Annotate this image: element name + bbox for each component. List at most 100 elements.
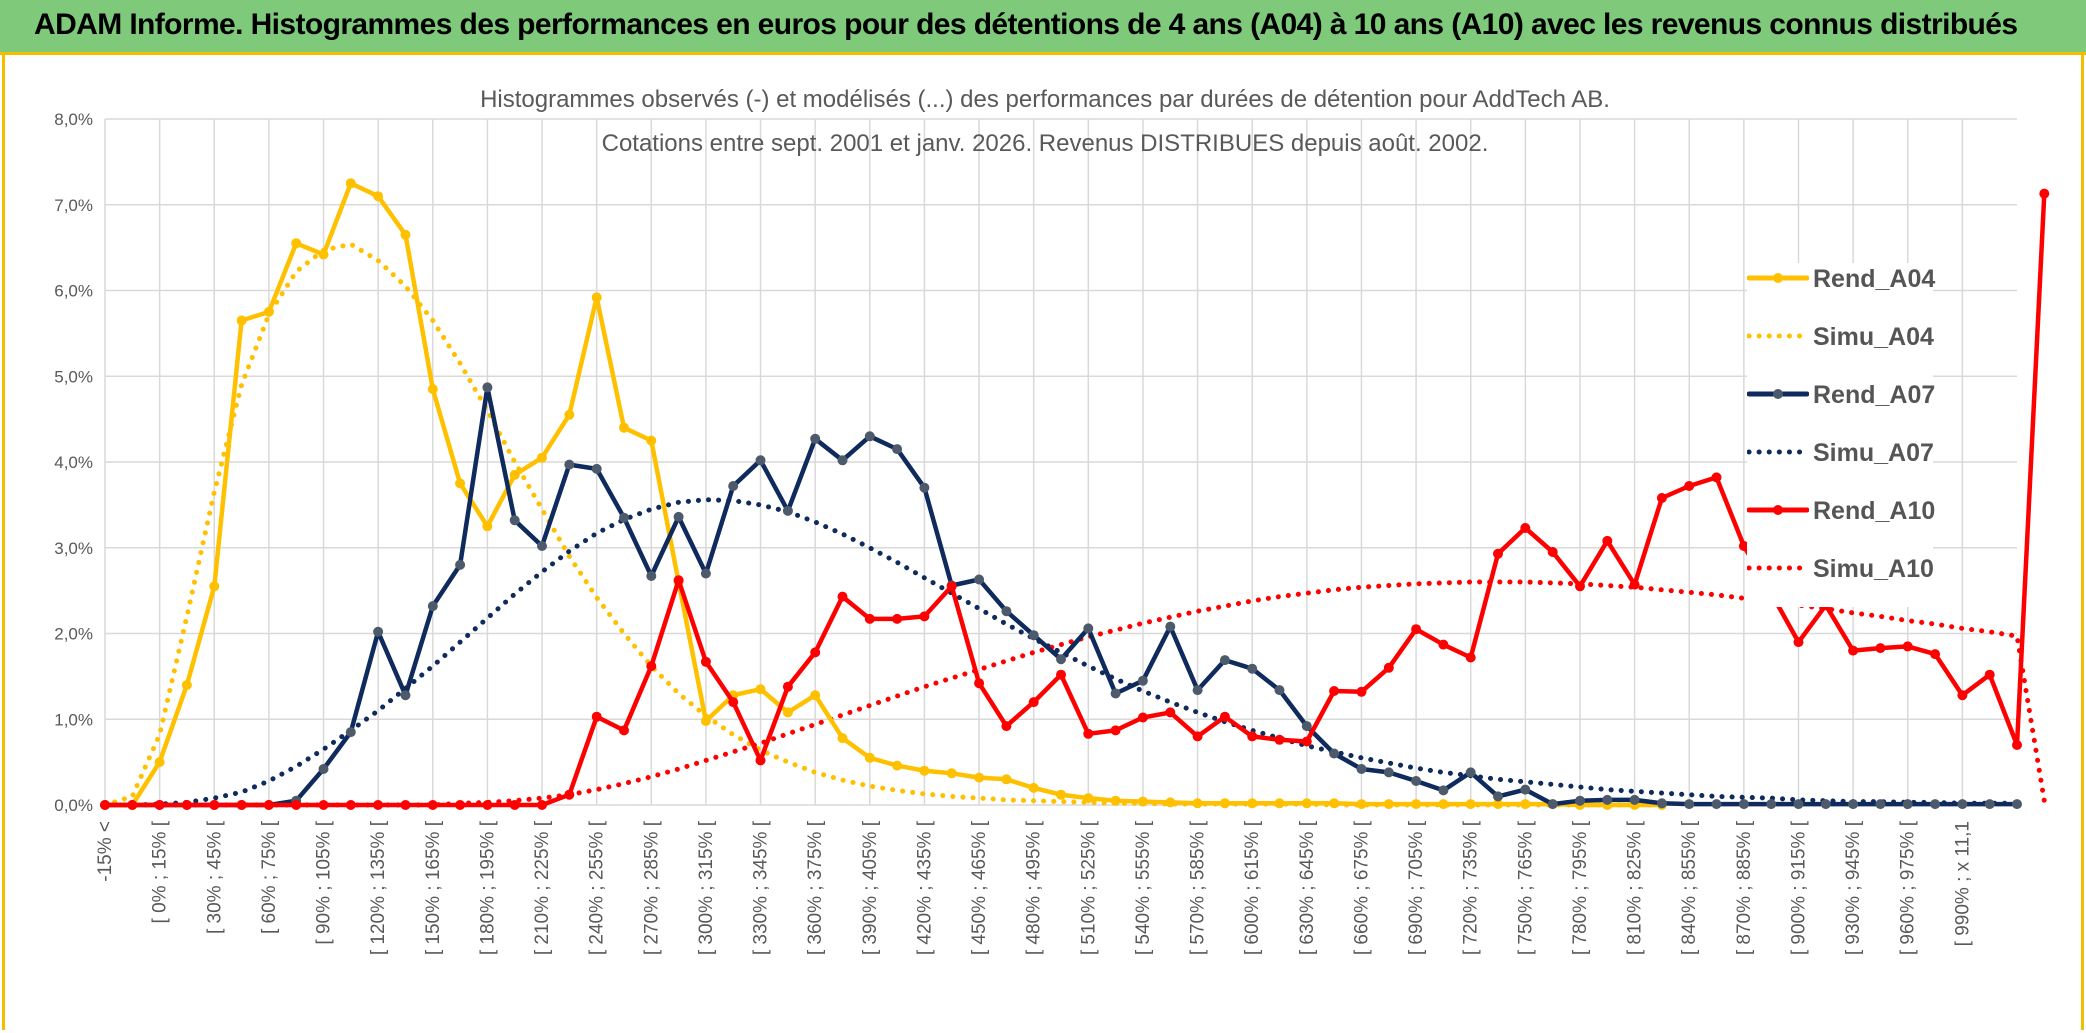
point-rend-a07: [1848, 799, 1859, 810]
point-rend-a10: [892, 613, 903, 624]
x-tick-label: [ 990% ; x 11,1: [1952, 821, 1973, 946]
point-rend-a04: [864, 752, 875, 763]
point-rend-a10: [1219, 711, 1230, 722]
point-rend-a10: [1848, 645, 1859, 656]
x-tick-label: [ 210% ; 225% [: [532, 820, 553, 955]
point-rend-a04: [181, 680, 192, 690]
point-rend-a10: [236, 800, 247, 810]
point-rend-a10: [2012, 740, 2022, 750]
point-rend-a10: [837, 591, 848, 602]
point-rend-a07: [1930, 799, 1941, 810]
chart-title: Histogrammes observés (-) et modélisés (…: [480, 86, 1610, 113]
point-rend-a10: [1192, 731, 1203, 742]
legend-label: Simu_A07: [1813, 439, 1934, 467]
point-rend-a10: [1547, 547, 1558, 557]
point-rend-a07: [673, 511, 684, 522]
point-rend-a10: [1465, 652, 1476, 663]
point-rend-a07: [810, 433, 821, 444]
y-tick-label: 2,0%: [54, 625, 93, 644]
y-tick-label: 8,0%: [54, 110, 93, 129]
point-rend-a04: [1520, 799, 1531, 810]
point-rend-a07: [1465, 767, 1476, 778]
point-rend-a07: [1001, 606, 1012, 617]
point-rend-a10: [646, 661, 657, 672]
point-rend-a04: [782, 707, 793, 718]
point-rend-a10: [1984, 669, 1995, 680]
point-rend-a04: [646, 435, 657, 446]
x-tick-label: [ 510% ; 525% [: [1078, 820, 1099, 955]
x-tick-label: [ 450% ; 465% [: [969, 820, 990, 955]
y-tick-label: 4,0%: [54, 453, 93, 472]
point-rend-a10: [1001, 721, 1012, 732]
point-rend-a10: [1793, 637, 1804, 648]
x-tick-label: [ 840% ; 855% [: [1679, 820, 1700, 955]
point-rend-a07: [755, 455, 766, 466]
point-rend-a07: [1738, 799, 1749, 810]
point-rend-a07: [700, 568, 711, 579]
point-rend-a07: [892, 444, 903, 455]
point-rend-a04: [1383, 799, 1394, 810]
point-rend-a10: [1356, 686, 1367, 697]
point-rend-a07: [1875, 799, 1886, 810]
point-rend-a10: [154, 800, 165, 810]
point-rend-a07: [1383, 767, 1394, 778]
point-rend-a07: [919, 482, 930, 493]
x-tick-label: [ 480% ; 495% [: [1024, 820, 1045, 955]
point-rend-a10: [974, 678, 985, 689]
point-rend-a07: [837, 455, 848, 466]
point-rend-a04: [1356, 799, 1367, 810]
x-tick-label: [ 240% ; 255% [: [587, 820, 608, 955]
y-tick-label: 5,0%: [54, 367, 93, 386]
point-rend-a07: [564, 459, 575, 470]
y-tick-label: 0,0%: [54, 796, 93, 815]
point-rend-a10: [509, 800, 520, 810]
point-rend-a07: [646, 571, 657, 581]
point-rend-a10: [864, 613, 875, 624]
legend-item: Rend_A04: [1747, 263, 1936, 293]
legend-marker: [1773, 389, 1783, 399]
point-rend-a04: [318, 249, 329, 260]
legend-swatch: [1747, 565, 1809, 571]
point-rend-a07: [1083, 623, 1094, 634]
point-rend-a07: [1629, 794, 1640, 805]
point-rend-a07: [1575, 795, 1585, 806]
point-rend-a10: [373, 800, 384, 810]
point-rend-a10: [127, 800, 138, 810]
point-rend-a10: [1056, 669, 1066, 680]
point-rend-a10: [1274, 734, 1285, 745]
point-rend-a10: [1438, 639, 1449, 650]
point-rend-a07: [1137, 675, 1148, 686]
point-rend-a07: [974, 574, 985, 585]
point-rend-a07: [1274, 685, 1285, 696]
point-rend-a07: [864, 431, 875, 442]
legend-swatch: [1747, 333, 1809, 339]
legend-item: Simu_A07: [1747, 437, 1934, 467]
x-tick-label: [ 30% ; 45% [: [204, 820, 225, 934]
point-rend-a10: [482, 800, 493, 810]
point-rend-a04: [1493, 799, 1503, 810]
point-rend-a10: [1602, 535, 1613, 546]
point-rend-a10: [181, 800, 192, 810]
legend-label: Rend_A04: [1813, 265, 1936, 293]
point-rend-a07: [1356, 764, 1367, 774]
x-tick-label: [ 150% ; 165% [: [423, 820, 444, 955]
point-rend-a07: [1028, 630, 1039, 641]
point-rend-a04: [1329, 798, 1340, 809]
y-tick-label: 3,0%: [54, 539, 93, 558]
point-rend-a07: [2012, 799, 2022, 810]
title-banner: ADAM Informe. Histogrammes des performan…: [0, 0, 2086, 55]
point-rend-a04: [700, 716, 711, 726]
chart-subtitle: Cotations entre sept. 2001 et janv. 2026…: [602, 130, 1489, 157]
x-tick-label: [ 300% ; 315% [: [696, 820, 717, 955]
x-tick-label: [ 270% ; 285% [: [641, 820, 662, 955]
point-rend-a07: [1902, 799, 1913, 810]
point-rend-a07: [1247, 663, 1258, 674]
series-line-simu-a04: [102, 241, 1665, 808]
point-rend-a04: [564, 409, 575, 420]
legend-item: Simu_A10: [1747, 553, 1934, 583]
x-tick-label: [ 930% ; 945% [: [1843, 820, 1864, 955]
point-rend-a04: [400, 229, 411, 240]
series-line-simu-a10: [102, 579, 2047, 808]
point-rend-a04: [1274, 798, 1285, 809]
point-rend-a04: [1438, 799, 1449, 810]
